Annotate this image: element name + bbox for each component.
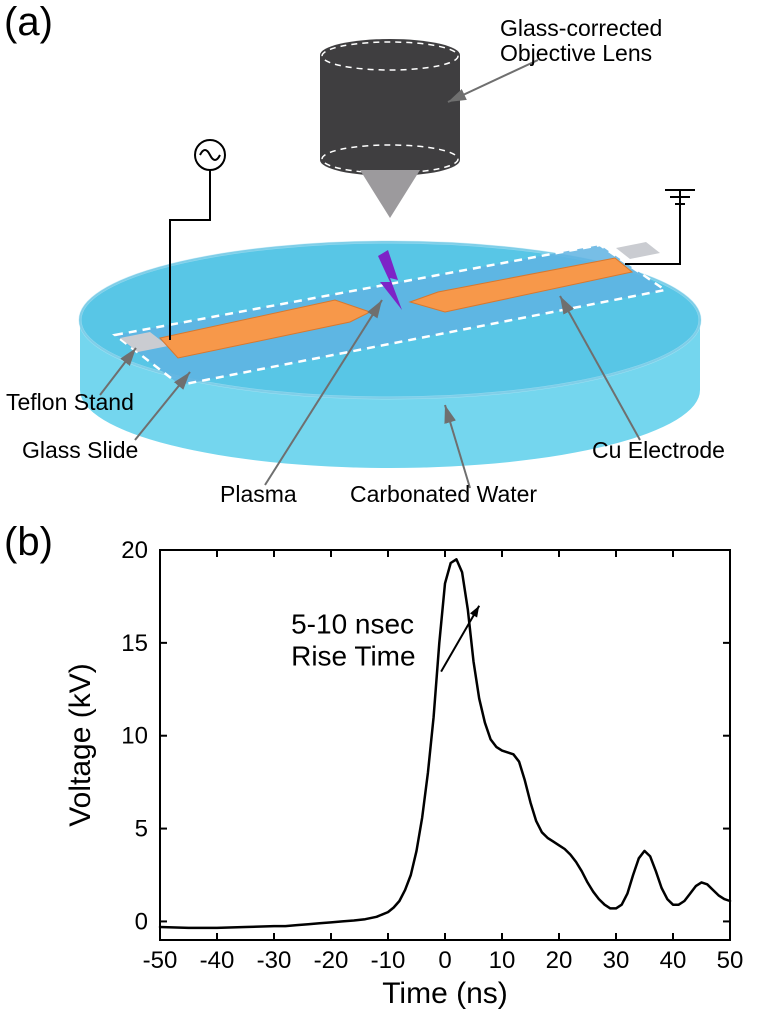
label-water: Carbonated Water <box>350 482 537 507</box>
label-electrode: Cu Electrode <box>592 438 725 463</box>
label-teflon: Teflon Stand <box>6 390 134 415</box>
ac-source-wave <box>200 150 220 160</box>
lens-tip <box>360 170 420 218</box>
svg-text:50: 50 <box>717 947 744 974</box>
svg-text:10: 10 <box>121 723 148 750</box>
chart-svg: -50 -40 -30 -20 -10 0 10 20 30 40 50 0 5 10 15 20 Time (… <box>60 535 750 1015</box>
svg-text:10: 10 <box>489 947 516 974</box>
svg-text:0: 0 <box>438 947 451 974</box>
svg-text:-50: -50 <box>143 947 178 974</box>
svg-text:Voltage (kV): Voltage (kV) <box>64 663 97 826</box>
panel-b-label: (b) <box>4 520 53 565</box>
label-glass-slide: Glass Slide <box>22 438 138 463</box>
svg-text:20: 20 <box>546 947 573 974</box>
svg-text:-30: -30 <box>257 947 292 974</box>
svg-text:-20: -20 <box>314 947 349 974</box>
svg-text:5: 5 <box>135 816 148 843</box>
svg-text:-40: -40 <box>200 947 235 974</box>
svg-text:Rise Time: Rise Time <box>291 641 415 672</box>
svg-text:0: 0 <box>135 908 148 935</box>
teflon-stand-right <box>616 242 660 259</box>
svg-text:20: 20 <box>121 537 148 564</box>
panel-b-chart: -50 -40 -30 -20 -10 0 10 20 30 40 50 0 5 10 15 20 Time (… <box>60 535 750 1015</box>
svg-text:Time (ns): Time (ns) <box>382 977 508 1010</box>
panel-a-diagram: Glass-correctedObjective Lens Teflon Sta… <box>40 20 740 520</box>
svg-text:15: 15 <box>121 630 148 657</box>
label-lens: Glass-correctedObjective Lens <box>500 16 662 67</box>
label-plasma: Plasma <box>220 482 297 507</box>
svg-text:40: 40 <box>660 947 687 974</box>
svg-text:30: 30 <box>603 947 630 974</box>
label-lens-line1: Glass-correctedObjective Lens <box>500 15 662 66</box>
svg-text:5-10 nsec: 5-10 nsec <box>291 609 414 640</box>
svg-text:-10: -10 <box>371 947 406 974</box>
